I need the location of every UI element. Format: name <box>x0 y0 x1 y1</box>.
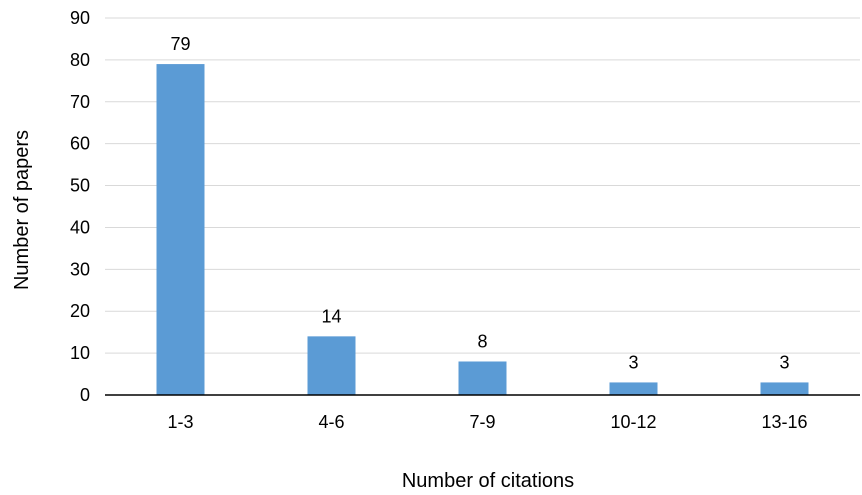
x-tick-label: 7-9 <box>469 412 495 432</box>
x-tick-label: 10-12 <box>610 412 656 432</box>
x-tick-label: 1-3 <box>167 412 193 432</box>
bar-7-9 <box>458 361 507 395</box>
bar-4-6 <box>307 336 356 395</box>
y-tick-labels: 0 10 20 30 40 50 60 70 80 90 <box>70 8 90 405</box>
data-label: 8 <box>477 331 487 351</box>
y-tick-label: 70 <box>70 92 90 112</box>
bar-1-3 <box>156 64 205 396</box>
data-label: 14 <box>321 306 341 326</box>
bar-10-12 <box>609 382 658 395</box>
data-labels: 79 14 8 3 3 <box>170 34 789 372</box>
x-tick-label: 4-6 <box>318 412 344 432</box>
data-label: 3 <box>779 352 789 372</box>
y-tick-label: 90 <box>70 8 90 28</box>
data-label: 3 <box>628 352 638 372</box>
y-tick-label: 0 <box>80 385 90 405</box>
bar-13-16 <box>760 382 809 395</box>
gridlines <box>105 17 860 354</box>
y-tick-label: 60 <box>70 134 90 154</box>
y-tick-label: 40 <box>70 217 90 237</box>
bars <box>156 64 809 396</box>
y-tick-label: 10 <box>70 343 90 363</box>
y-tick-label: 80 <box>70 50 90 70</box>
x-axis-title: Number of citations <box>402 470 574 492</box>
x-tick-labels: 1-3 4-6 7-9 10-12 13-16 <box>167 412 807 432</box>
y-tick-label: 30 <box>70 259 90 279</box>
data-label: 79 <box>170 34 190 54</box>
x-tick-label: 13-16 <box>761 412 807 432</box>
y-axis-title: Number of papers <box>11 130 33 290</box>
y-tick-label: 20 <box>70 301 90 321</box>
y-tick-label: 50 <box>70 176 90 196</box>
